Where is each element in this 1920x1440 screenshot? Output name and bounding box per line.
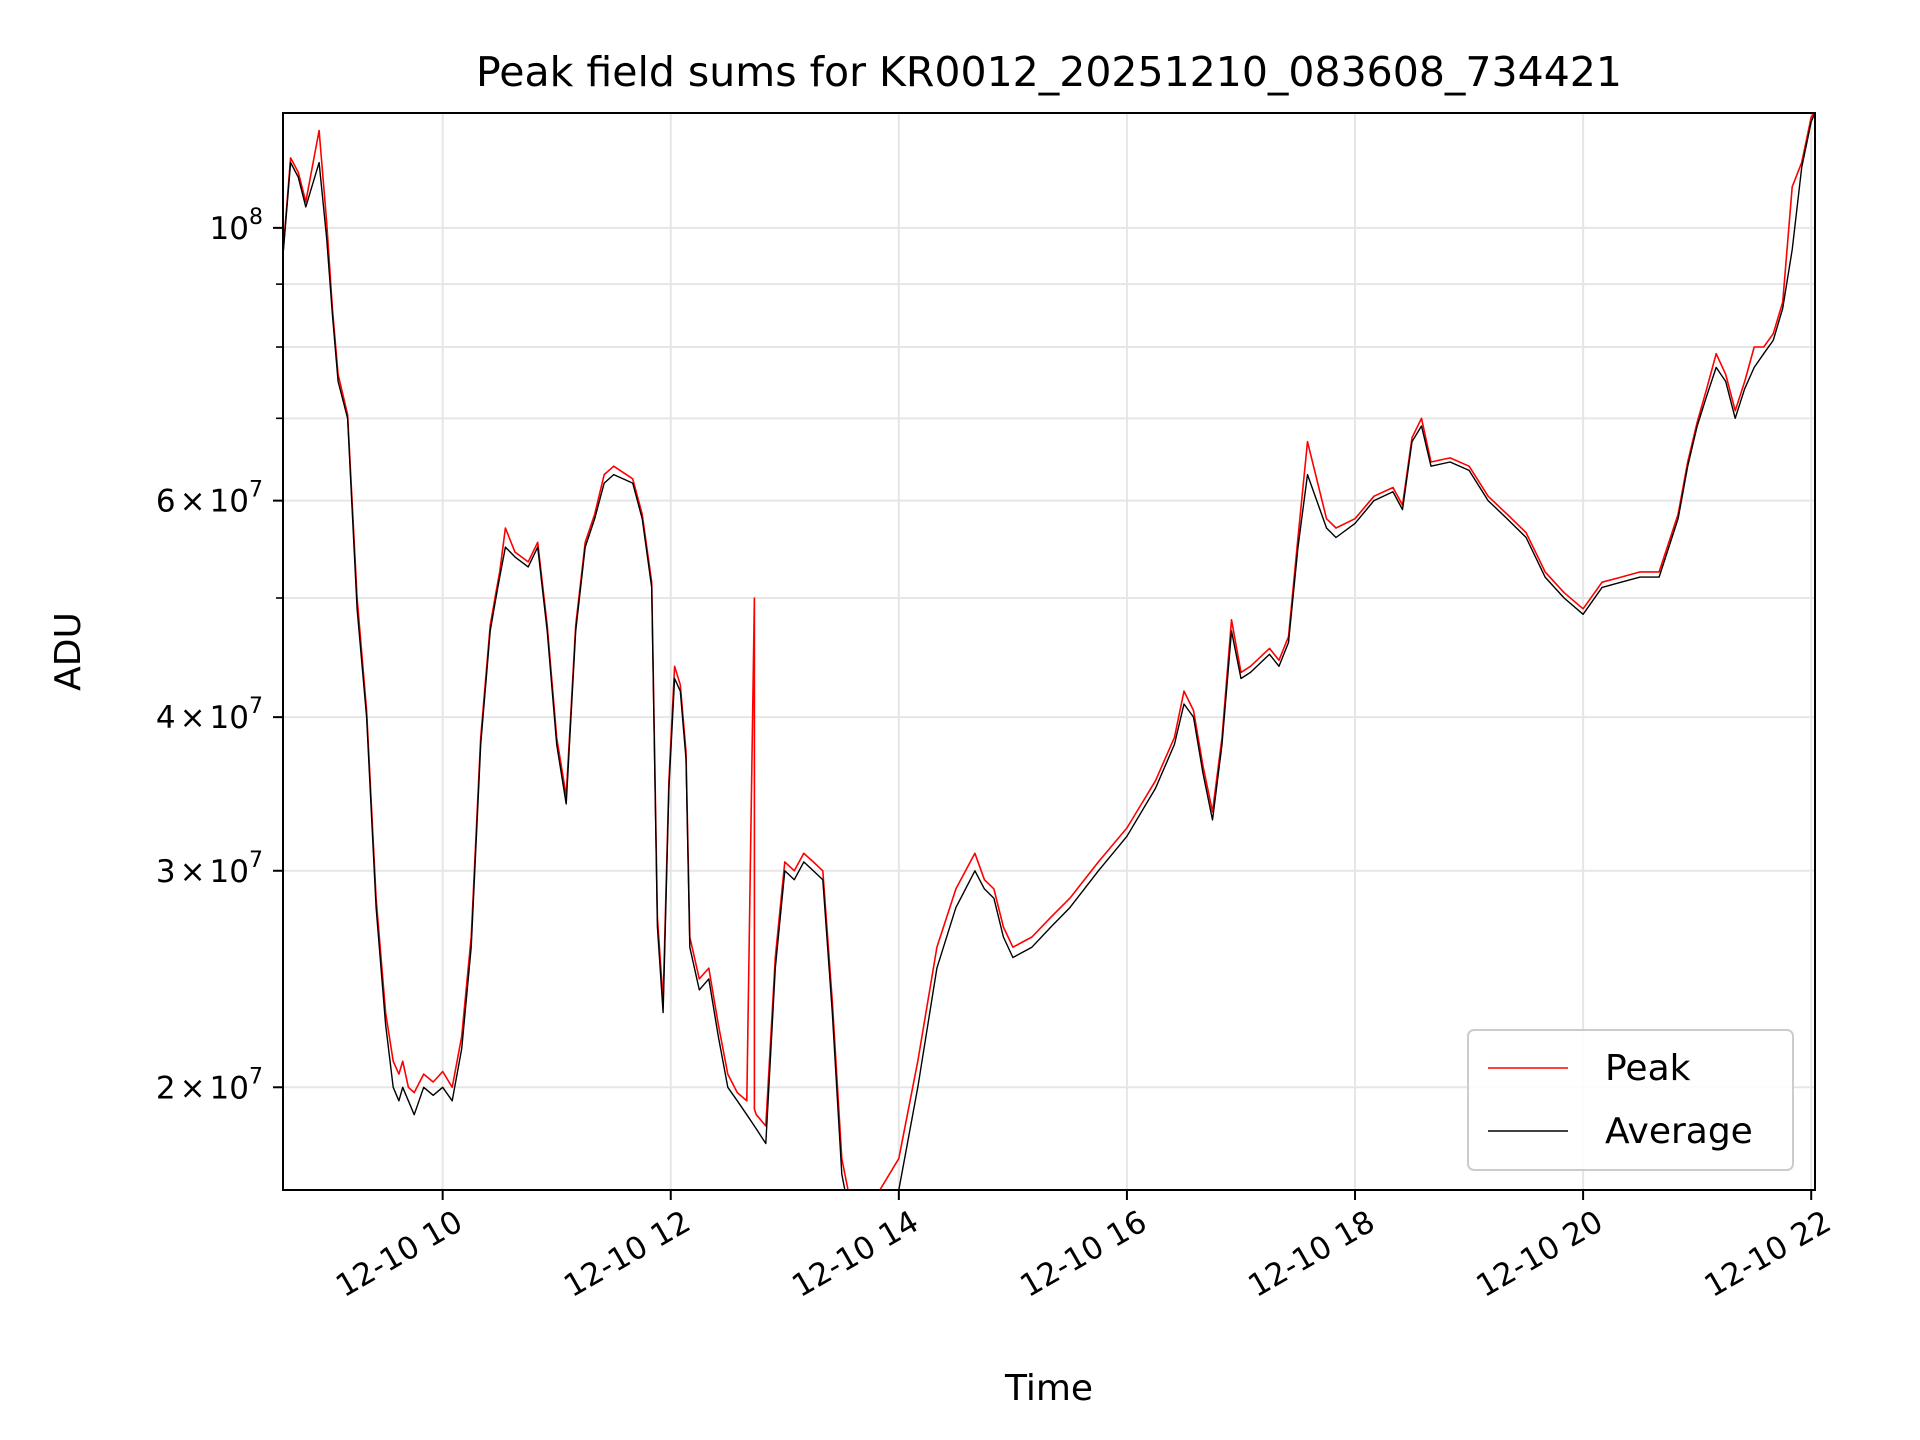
y-tick-times: × bbox=[180, 1070, 206, 1106]
y-tick-exponent: 7 bbox=[249, 478, 263, 503]
series-line-peak bbox=[283, 113, 1815, 1190]
y-tick-mantissa: 6 bbox=[156, 484, 176, 520]
y-tick-times: × bbox=[180, 700, 206, 736]
y-tick-label: 108 bbox=[210, 205, 263, 247]
y-tick-base: 10 bbox=[210, 1070, 249, 1106]
chart-title: Peak field sums for KR0012_20251210_0836… bbox=[476, 48, 1622, 96]
y-tick-exponent: 7 bbox=[249, 848, 263, 873]
y-tick-base: 10 bbox=[210, 700, 249, 736]
legend-frame bbox=[1467, 1029, 1794, 1171]
y-tick-times: × bbox=[180, 484, 206, 520]
plot-frame bbox=[282, 112, 1816, 1191]
y-tick-label: 6 × 107 bbox=[156, 478, 263, 520]
y-tick-label: 3 × 107 bbox=[156, 848, 263, 890]
legend-label-peak: Peak bbox=[1605, 1048, 1691, 1089]
y-tick-base: 10 bbox=[210, 854, 249, 890]
y-tick-exponent: 7 bbox=[249, 694, 263, 719]
y-tick-times: × bbox=[180, 854, 206, 890]
series-layer bbox=[283, 113, 1815, 1190]
y-tick-label: 4 × 107 bbox=[156, 694, 263, 736]
y-tick-mantissa: 2 bbox=[156, 1070, 176, 1106]
y-tick-exponent: 8 bbox=[249, 205, 263, 230]
y-tick-base: 10 bbox=[210, 211, 249, 247]
y-tick-mantissa: 3 bbox=[156, 854, 176, 890]
y-tick-exponent: 7 bbox=[249, 1064, 263, 1089]
y-tick-label: 2 × 107 bbox=[156, 1064, 263, 1106]
y-axis-label: ADU bbox=[48, 612, 89, 691]
y-tick-base: 10 bbox=[210, 484, 249, 520]
legend: Peak Average bbox=[1467, 1029, 1794, 1171]
grid bbox=[283, 113, 1815, 1190]
legend-label-average: Average bbox=[1605, 1111, 1753, 1152]
y-tick-mantissa: 4 bbox=[156, 700, 176, 736]
x-axis-label: Time bbox=[1004, 1368, 1093, 1409]
series-line-average bbox=[283, 113, 1815, 1190]
